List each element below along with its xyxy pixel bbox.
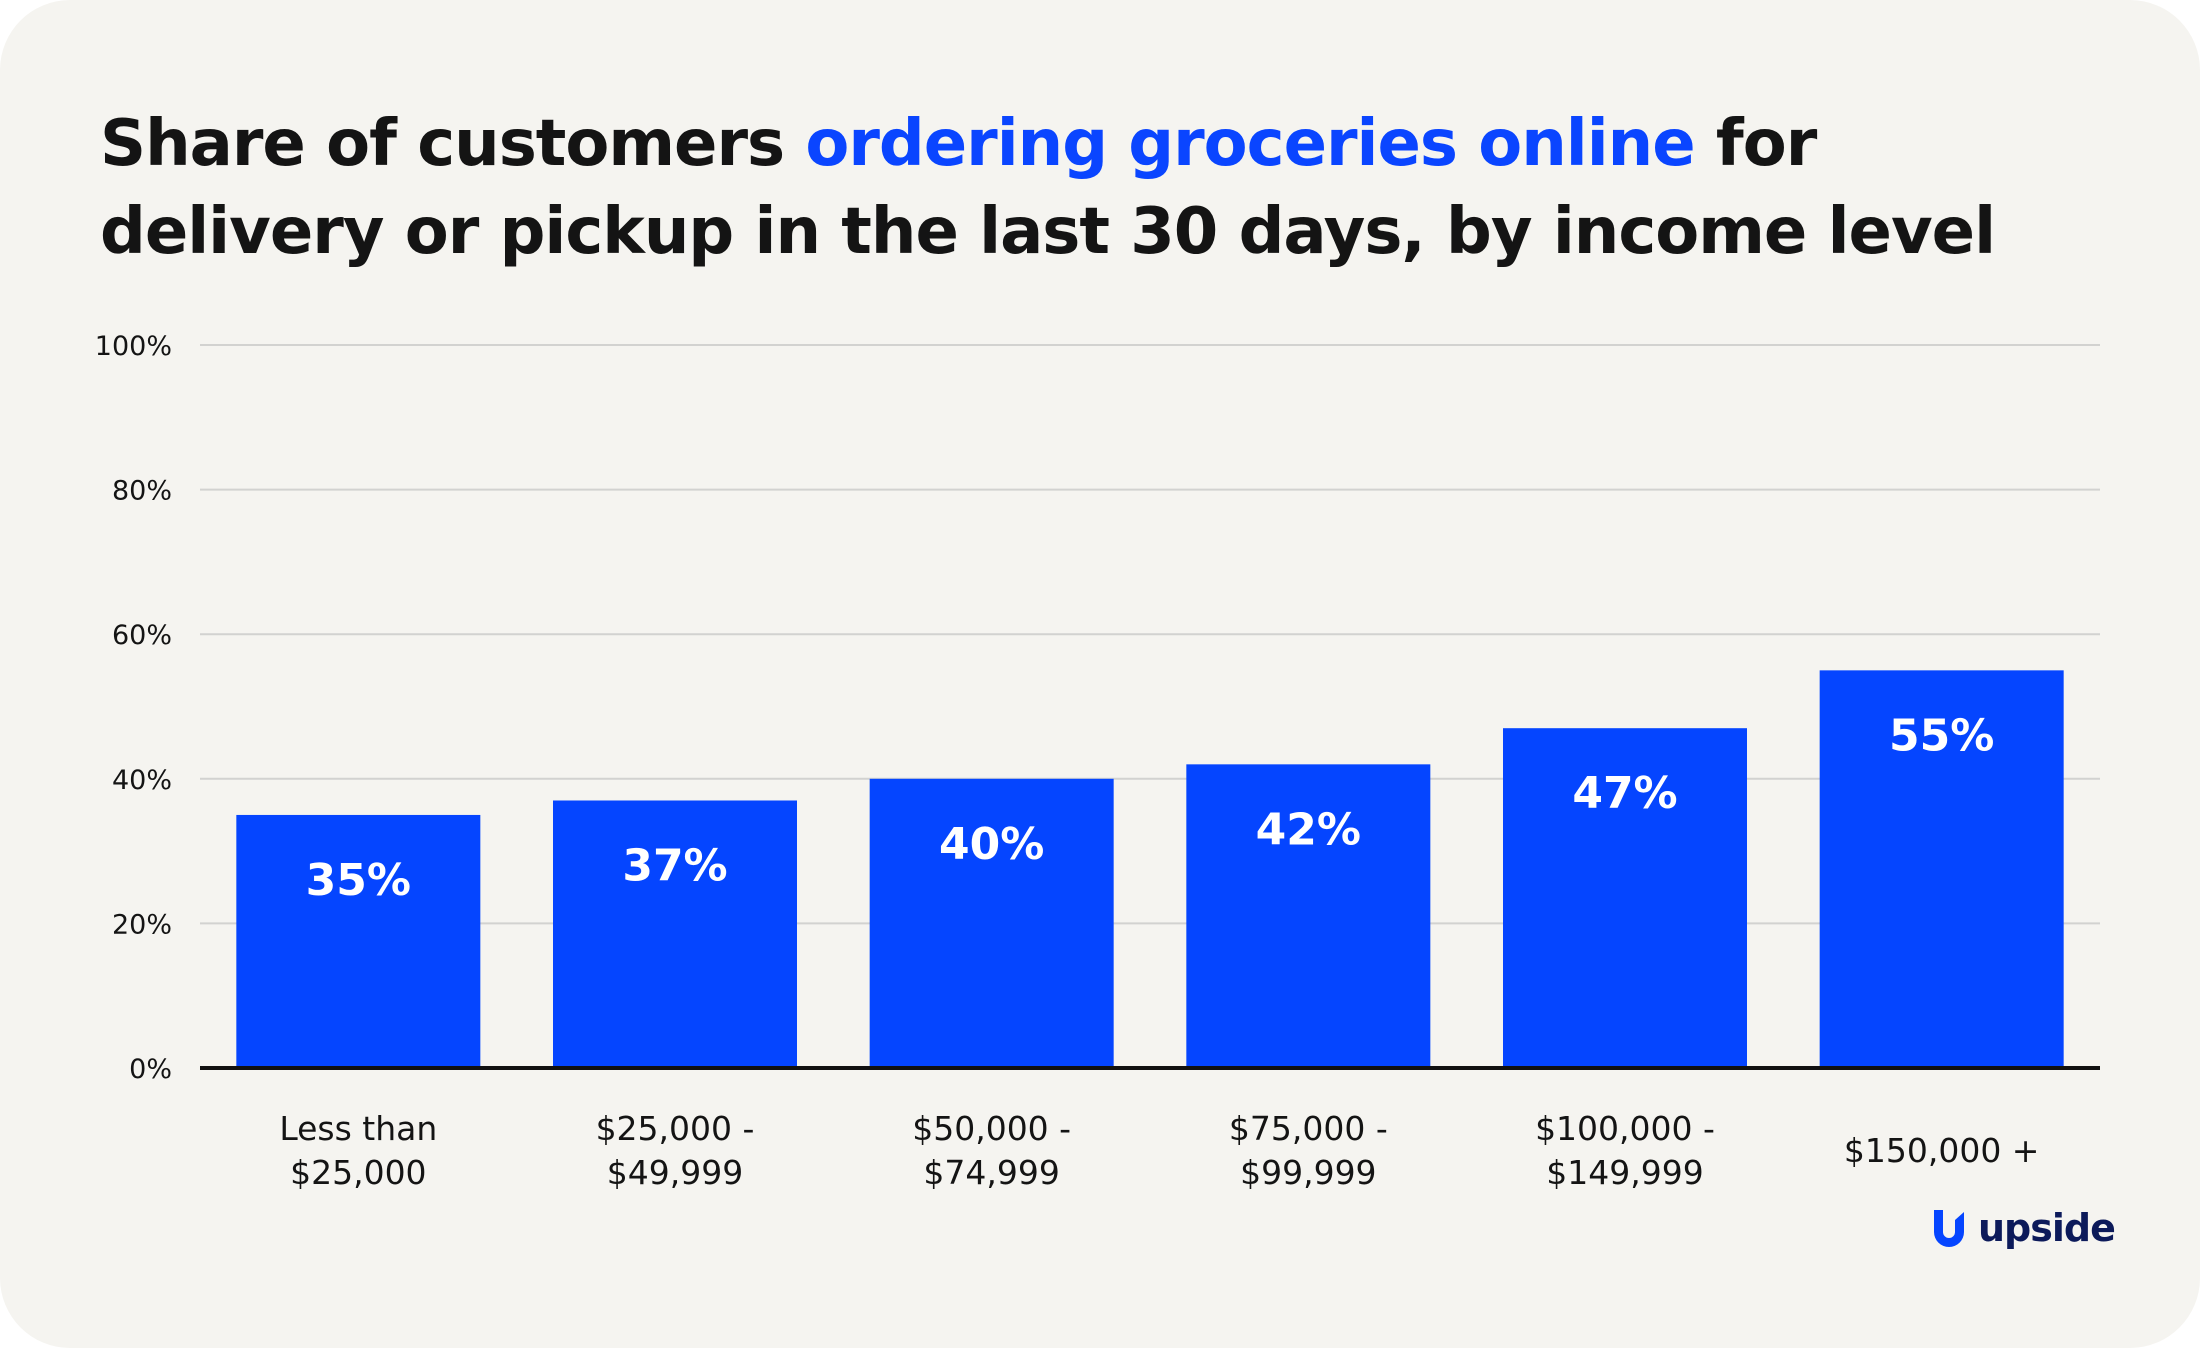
chart-title: Share of customers ordering groceries on… [100, 100, 2100, 276]
x-tick-label-line: $25,000 - [596, 1109, 755, 1148]
title-part-1: Share of customers [100, 107, 806, 181]
x-tick-label: Less than $25,000 [279, 1109, 437, 1192]
y-tick-label: 100% [95, 331, 172, 362]
bar-data-label: 47% [1572, 768, 1677, 819]
x-tick-label-line: $100,000 - [1535, 1109, 1715, 1148]
upside-logo-icon [1934, 1210, 1964, 1247]
y-tick-label: 20% [112, 909, 172, 940]
x-tick-label-line: $149,999 [1546, 1153, 1703, 1192]
x-tick-label-line: Less than [279, 1109, 437, 1148]
x-tick-label-line: $49,999 [607, 1153, 743, 1192]
brand-name: upside [1978, 1206, 2116, 1250]
title-highlight: ordering groceries online [805, 107, 1695, 181]
x-tick-label: $75,000 - $99,999 [1229, 1109, 1388, 1192]
bar [869, 778, 1114, 1068]
x-tick-label-line: $75,000 - [1229, 1109, 1388, 1148]
bar [553, 800, 797, 1068]
y-tick-label: 0% [129, 1054, 172, 1085]
x-tick-label: $150,000 + [1844, 1131, 2040, 1170]
y-tick-label: 60% [112, 620, 172, 651]
bar [1819, 670, 2064, 1068]
x-tick-label-line: $50,000 - [912, 1109, 1071, 1148]
bar-data-label: 42% [1256, 804, 1361, 855]
bar [236, 814, 481, 1068]
bar [1186, 764, 1431, 1068]
bar [1503, 728, 1747, 1068]
bar-data-label: 37% [622, 840, 727, 891]
x-tick-label: $50,000 - $74,999 [912, 1109, 1071, 1192]
x-tick-label: $25,000 - $49,999 [596, 1109, 755, 1192]
bar-data-label: 35% [306, 855, 411, 906]
bar-data-label: 55% [1889, 710, 1994, 761]
y-tick-label: 80% [112, 476, 172, 507]
y-tick-label: 40% [112, 765, 172, 796]
title-part-2: for delivery or pickup in the last 30 da… [100, 107, 1996, 269]
x-tick-label: $100,000 - $149,999 [1535, 1109, 1715, 1192]
x-tick-label-line: $150,000 + [1844, 1131, 2040, 1170]
bar-data-label: 40% [939, 819, 1044, 870]
x-tick-label-line: $99,999 [1240, 1153, 1376, 1192]
brand-logo: upside [1930, 1200, 2116, 1256]
x-tick-label-line: $25,000 [290, 1153, 426, 1192]
x-tick-label-line: $74,999 [923, 1153, 1059, 1192]
